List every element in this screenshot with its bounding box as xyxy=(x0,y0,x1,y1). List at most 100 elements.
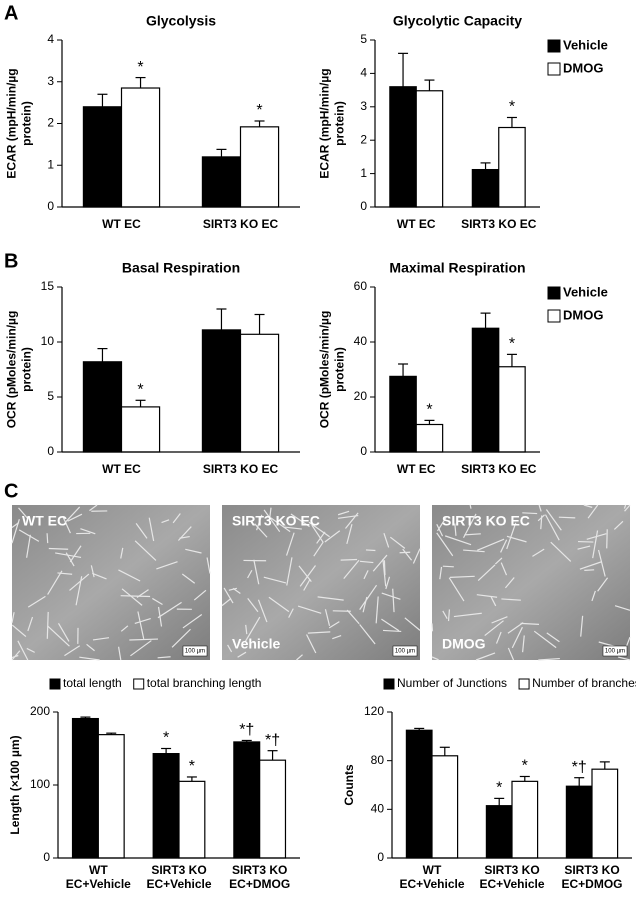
cell-network xyxy=(57,622,70,642)
scale-bar-box xyxy=(392,645,418,657)
cell-network xyxy=(303,578,311,591)
cell-network xyxy=(80,528,96,535)
bar xyxy=(120,87,161,208)
cell-network xyxy=(285,532,295,556)
cell-network xyxy=(263,576,287,584)
y-tick-label: 4 xyxy=(47,32,54,46)
y-tick-label: 1 xyxy=(360,166,367,180)
cell-network xyxy=(578,540,594,543)
cell-network xyxy=(495,631,502,644)
chart-title: Basal Respiration xyxy=(122,260,240,276)
legend-swatch xyxy=(518,678,530,690)
cell-network xyxy=(308,521,330,538)
x-tick-label: EC+DMOG xyxy=(229,877,290,891)
cell-network xyxy=(383,532,390,548)
cell-network xyxy=(46,611,49,639)
significance-mark: * xyxy=(256,102,262,119)
cell-network xyxy=(247,569,253,579)
significance-mark: *† xyxy=(239,722,254,739)
cell-network xyxy=(92,572,107,580)
y-tick-label: 2 xyxy=(47,116,54,130)
cell-network xyxy=(383,629,402,633)
cell-network xyxy=(337,510,350,516)
cell-network xyxy=(475,652,496,661)
legend-label: total length xyxy=(63,676,122,690)
cell-network xyxy=(64,645,81,657)
cell-network xyxy=(583,504,593,508)
cell-network xyxy=(476,538,505,551)
y-axis-label: Length (×100 µm) xyxy=(8,735,22,834)
cell-network xyxy=(130,640,152,657)
legend-label: Vehicle xyxy=(563,284,608,299)
chart-title: Glycolytic Capacity xyxy=(393,13,522,29)
cell-network xyxy=(26,647,35,653)
cell-network xyxy=(307,631,331,634)
cell-network xyxy=(117,646,122,661)
x-tick-label: EC+Vehicle xyxy=(66,877,131,891)
x-tick-label: SIRT3 KO EC xyxy=(461,217,537,231)
cell-network xyxy=(511,626,523,649)
bar xyxy=(259,759,287,859)
cell-network xyxy=(18,529,40,542)
cell-network xyxy=(359,584,378,610)
x-tick-label: SIRT3 KO EC xyxy=(203,462,279,476)
legend-swatch xyxy=(547,39,561,53)
x-tick-label: WT EC xyxy=(397,462,436,476)
cell-network xyxy=(591,590,596,602)
legend-label: Number of Junctions xyxy=(397,676,507,690)
scale-bar-label: 100 µm xyxy=(395,649,415,655)
cell-network xyxy=(449,575,475,578)
y-axis-label: ECAR (mpH/min/µgprotein) xyxy=(318,68,347,178)
cell-network xyxy=(504,577,515,589)
cell-network xyxy=(134,617,151,625)
cell-network xyxy=(613,520,624,530)
cell-network xyxy=(284,526,302,530)
cell-network xyxy=(257,599,268,623)
bar xyxy=(389,375,417,453)
cell-network xyxy=(181,573,196,584)
cell-network xyxy=(157,601,182,619)
cell-network xyxy=(134,540,157,561)
cell-network xyxy=(359,560,374,564)
y-axis-label-line: ECAR (mpH/min/µg xyxy=(318,68,332,178)
panel-label: A xyxy=(4,2,18,24)
cell-network xyxy=(490,596,497,607)
x-tick-label: EC+DMOG xyxy=(561,877,622,891)
legend-swatch xyxy=(547,62,561,76)
legend-swatch xyxy=(547,286,561,300)
cell-network xyxy=(442,565,454,568)
micrograph-label: DMOG xyxy=(442,636,486,652)
cell-network xyxy=(617,656,631,661)
bar xyxy=(415,90,444,208)
x-tick-label: SIRT3 KO EC xyxy=(203,217,279,231)
y-tick-label: 80 xyxy=(371,753,385,767)
cell-network xyxy=(404,617,421,631)
cell-network xyxy=(135,523,148,539)
cell-network xyxy=(156,561,178,570)
cell-network xyxy=(431,623,434,632)
x-tick-label: WT EC xyxy=(102,217,141,231)
cell-network xyxy=(597,549,606,577)
cell-network xyxy=(324,530,341,543)
cell-network xyxy=(129,638,159,641)
cell-network xyxy=(412,548,421,564)
cell-network xyxy=(79,656,100,661)
cell-network xyxy=(152,597,163,606)
bar xyxy=(71,717,99,859)
cell-network xyxy=(317,596,344,601)
legend-label: DMOG xyxy=(563,307,603,322)
legend-label: Number of branches xyxy=(532,676,636,690)
bar xyxy=(201,156,242,208)
legend-swatch xyxy=(49,678,61,690)
cell-network xyxy=(26,534,31,558)
significance-mark: * xyxy=(509,99,515,116)
cell-network xyxy=(372,554,388,572)
y-tick-label: 15 xyxy=(41,279,55,293)
cell-network xyxy=(385,576,391,590)
scale-bar-box xyxy=(182,645,208,657)
cell-network xyxy=(381,618,400,632)
cell-network xyxy=(494,557,503,565)
cell-network xyxy=(247,597,259,613)
y-axis-label: OCR (pMoles/min/µgprotein) xyxy=(5,311,34,429)
